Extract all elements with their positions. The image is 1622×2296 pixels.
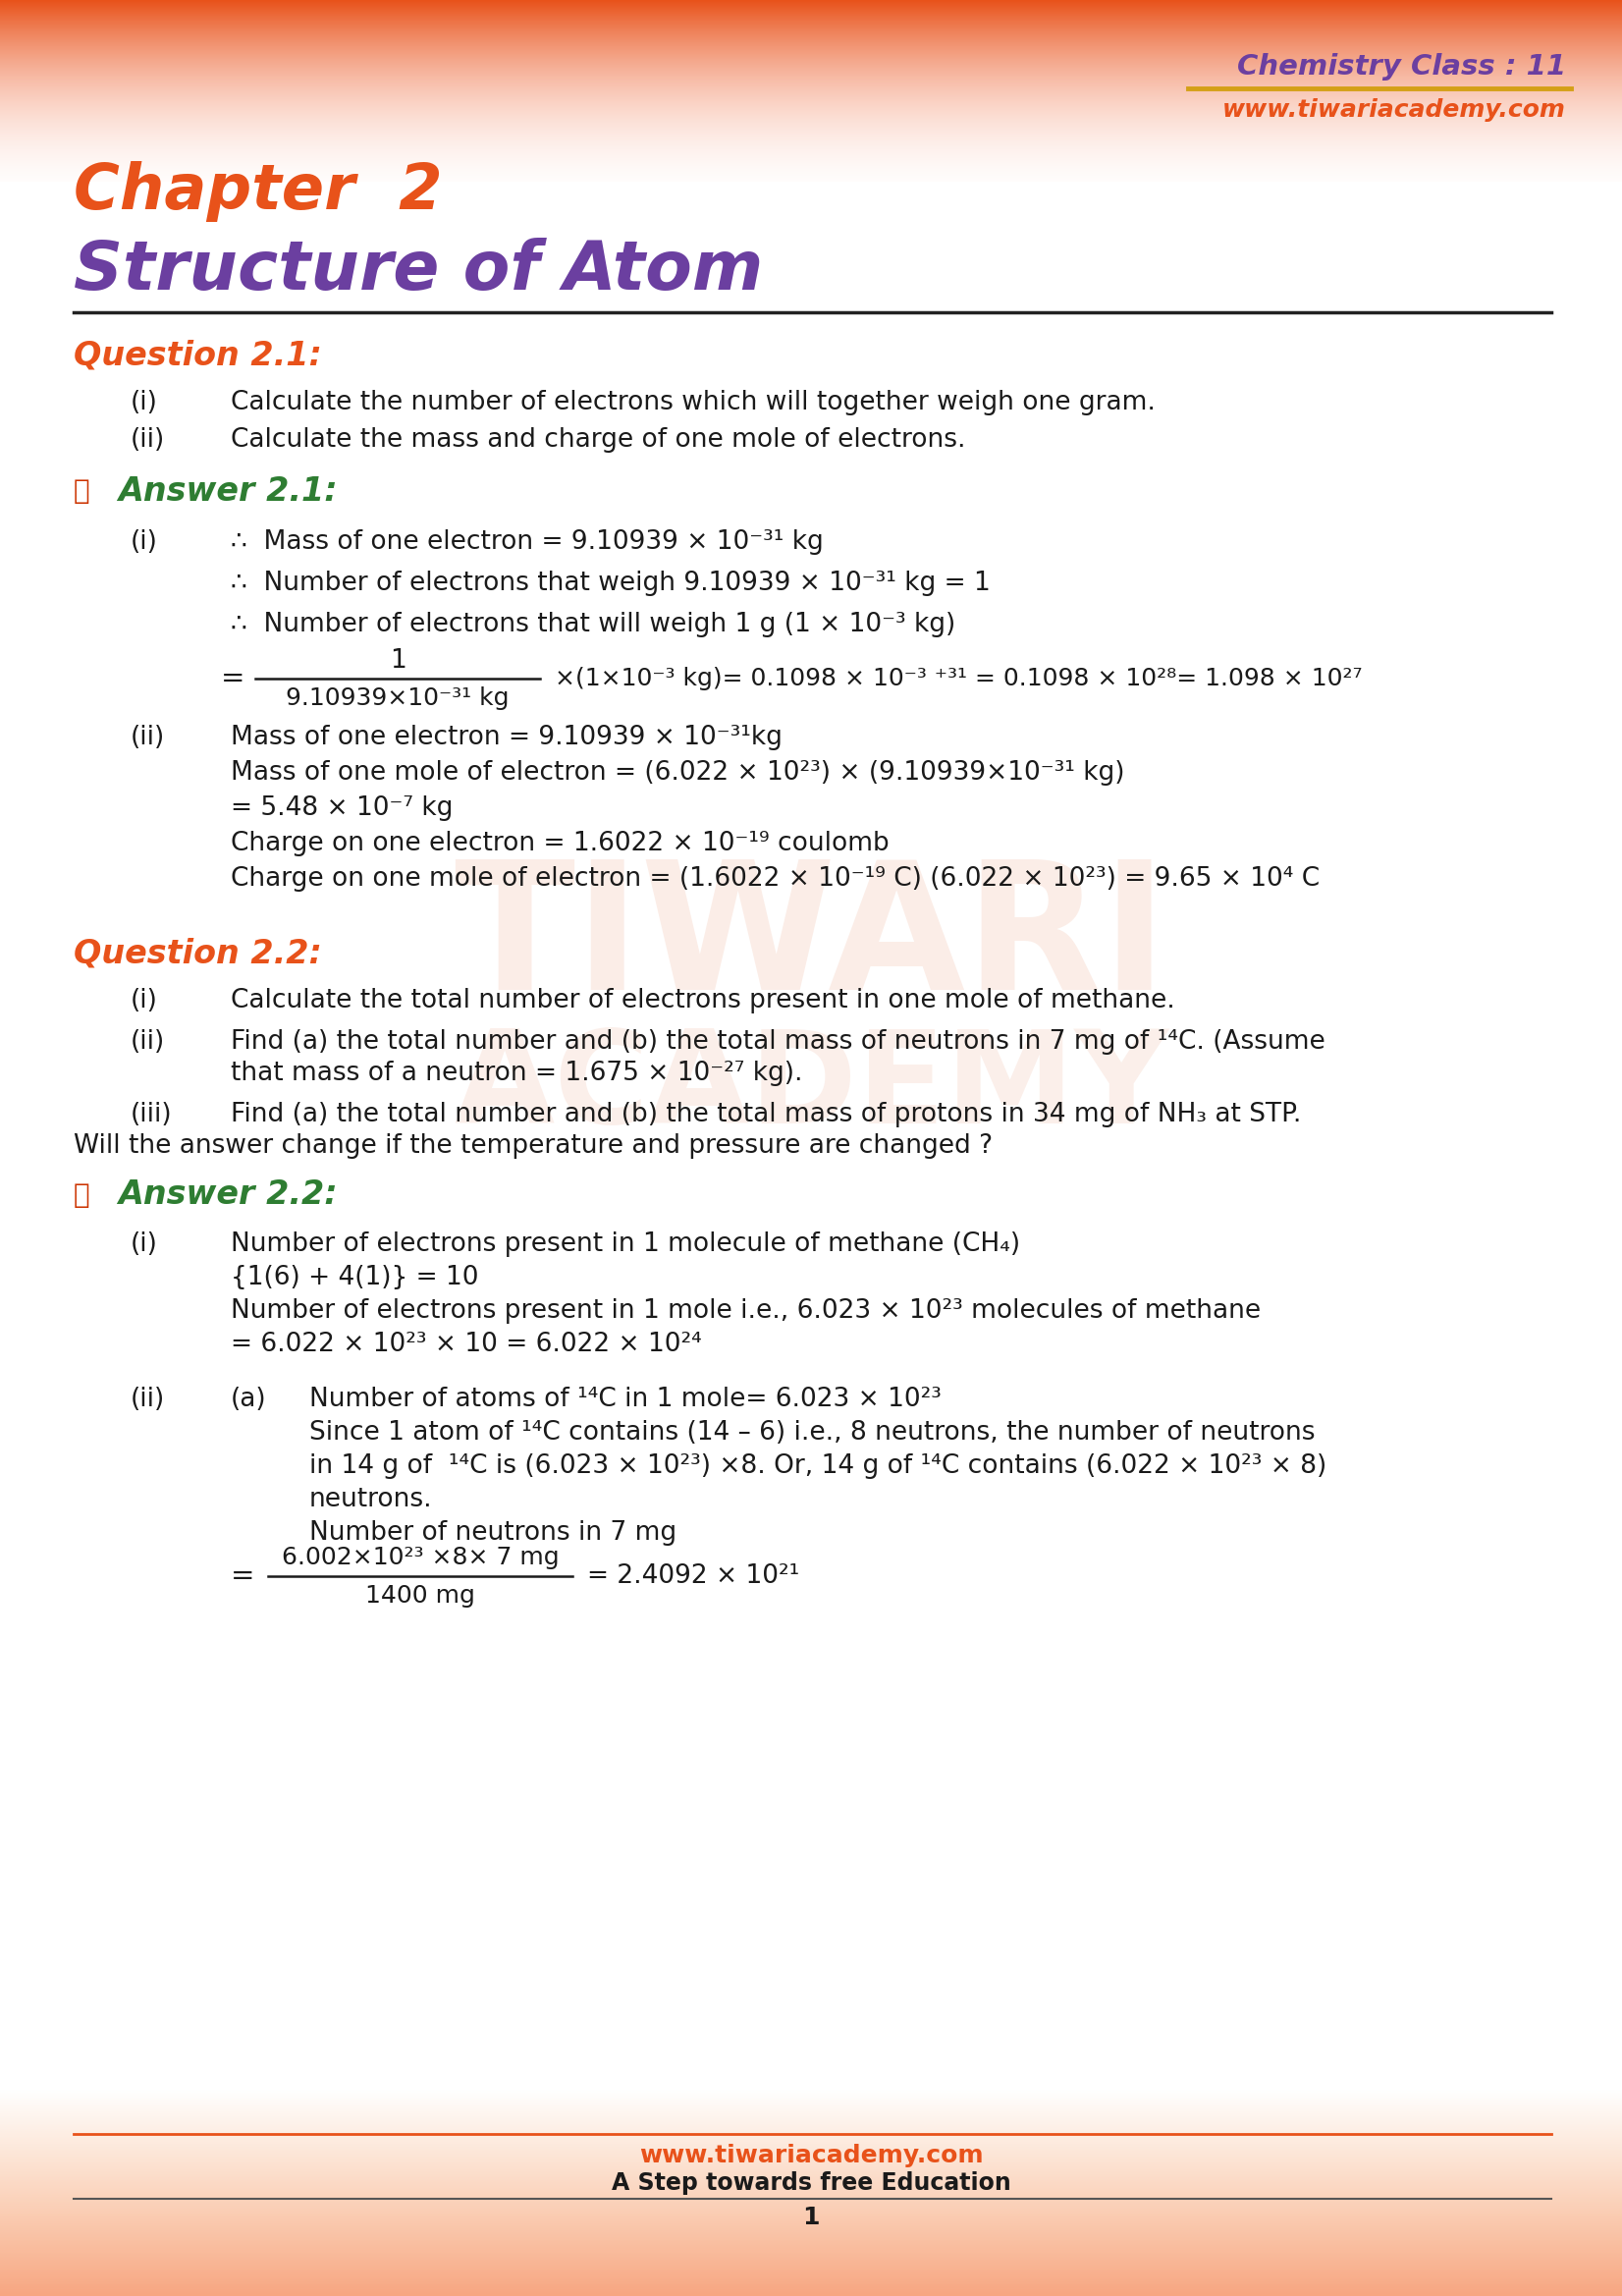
Text: (i): (i) bbox=[131, 390, 157, 416]
Text: Chemistry Class : 11: Chemistry Class : 11 bbox=[1238, 53, 1565, 80]
Text: that mass of a neutron = 1.675 × 10⁻²⁷ kg).: that mass of a neutron = 1.675 × 10⁻²⁷ k… bbox=[230, 1061, 803, 1086]
Text: = 5.48 × 10⁻⁷ kg: = 5.48 × 10⁻⁷ kg bbox=[230, 794, 453, 822]
Text: Calculate the mass and charge of one mole of electrons.: Calculate the mass and charge of one mol… bbox=[230, 427, 965, 452]
Text: ∴  Number of electrons that will weigh 1 g (1 × 10⁻³ kg): ∴ Number of electrons that will weigh 1 … bbox=[230, 611, 955, 638]
Text: Since 1 atom of ¹⁴C contains (14 – 6) i.e., 8 neutrons, the number of neutrons: Since 1 atom of ¹⁴C contains (14 – 6) i.… bbox=[310, 1419, 1315, 1446]
Text: Mass of one mole of electron = (6.022 × 10²³) × (9.10939×10⁻³¹ kg): Mass of one mole of electron = (6.022 × … bbox=[230, 760, 1124, 785]
Text: Find (a) the total number and (b) the total mass of neutrons in 7 mg of ¹⁴C. (As: Find (a) the total number and (b) the to… bbox=[230, 1029, 1325, 1054]
Text: 6.002×10²³ ×8× 7 mg: 6.002×10²³ ×8× 7 mg bbox=[282, 1545, 560, 1568]
Text: {1(6) + 4(1)} = 10: {1(6) + 4(1)} = 10 bbox=[230, 1265, 478, 1290]
Text: Answer 2.1:: Answer 2.1: bbox=[118, 475, 337, 507]
Text: (i): (i) bbox=[131, 1231, 157, 1256]
Text: Charge on one electron = 1.6022 × 10⁻¹⁹ coulomb: Charge on one electron = 1.6022 × 10⁻¹⁹ … bbox=[230, 831, 889, 856]
Text: www.tiwariacademy.com: www.tiwariacademy.com bbox=[1223, 99, 1565, 122]
Text: (i): (i) bbox=[131, 530, 157, 556]
Text: (a): (a) bbox=[230, 1387, 266, 1412]
Text: ACADEMY: ACADEMY bbox=[454, 1026, 1168, 1150]
Text: =: = bbox=[230, 1561, 255, 1589]
Text: (iii): (iii) bbox=[131, 1102, 172, 1127]
Text: = 2.4092 × 10²¹: = 2.4092 × 10²¹ bbox=[587, 1564, 800, 1589]
Text: = 6.022 × 10²³ × 10 = 6.022 × 10²⁴: = 6.022 × 10²³ × 10 = 6.022 × 10²⁴ bbox=[230, 1332, 702, 1357]
Text: ∴  Number of electrons that weigh 9.10939 × 10⁻³¹ kg = 1: ∴ Number of electrons that weigh 9.10939… bbox=[230, 572, 991, 597]
Text: ∴  Mass of one electron = 9.10939 × 10⁻³¹ kg: ∴ Mass of one electron = 9.10939 × 10⁻³¹… bbox=[230, 530, 824, 556]
Text: (ii): (ii) bbox=[131, 1029, 165, 1054]
Text: (i): (i) bbox=[131, 987, 157, 1013]
Text: Calculate the number of electrons which will together weigh one gram.: Calculate the number of electrons which … bbox=[230, 390, 1155, 416]
Text: ×(1×10⁻³ kg)= 0.1098 × 10⁻³ ⁺³¹ = 0.1098 × 10²⁸= 1.098 × 10²⁷: ×(1×10⁻³ kg)= 0.1098 × 10⁻³ ⁺³¹ = 0.1098… bbox=[555, 666, 1362, 691]
Text: A Step towards free Education: A Step towards free Education bbox=[611, 2172, 1011, 2195]
Text: (ii): (ii) bbox=[131, 726, 165, 751]
Text: 9.10939×10⁻³¹ kg: 9.10939×10⁻³¹ kg bbox=[285, 687, 509, 709]
Text: (ii): (ii) bbox=[131, 427, 165, 452]
Text: Number of electrons present in 1 molecule of methane (CH₄): Number of electrons present in 1 molecul… bbox=[230, 1231, 1020, 1256]
Text: Question 2.2:: Question 2.2: bbox=[73, 937, 321, 969]
Text: neutrons.: neutrons. bbox=[310, 1488, 433, 1513]
Text: Question 2.1:: Question 2.1: bbox=[73, 340, 321, 372]
Text: 📝: 📝 bbox=[73, 1182, 89, 1210]
Text: Answer 2.2:: Answer 2.2: bbox=[118, 1178, 337, 1212]
Text: 📝: 📝 bbox=[73, 478, 89, 505]
Text: Number of electrons present in 1 mole i.e., 6.023 × 10²³ molecules of methane: Number of electrons present in 1 mole i.… bbox=[230, 1297, 1260, 1325]
Text: Will the answer change if the temperature and pressure are changed ?: Will the answer change if the temperatur… bbox=[73, 1134, 993, 1159]
Text: Chapter  2: Chapter 2 bbox=[73, 161, 443, 223]
Text: 1400 mg: 1400 mg bbox=[365, 1584, 475, 1607]
Text: Find (a) the total number and (b) the total mass of protons in 34 mg of NH₃ at S: Find (a) the total number and (b) the to… bbox=[230, 1102, 1301, 1127]
Text: =: = bbox=[221, 666, 245, 693]
Text: www.tiwariacademy.com: www.tiwariacademy.com bbox=[639, 2144, 983, 2167]
Text: Structure of Atom: Structure of Atom bbox=[73, 236, 762, 303]
Text: Mass of one electron = 9.10939 × 10⁻³¹kg: Mass of one electron = 9.10939 × 10⁻³¹kg bbox=[230, 726, 782, 751]
Text: Charge on one mole of electron = (1.6022 × 10⁻¹⁹ C) (6.022 × 10²³) = 9.65 × 10⁴ : Charge on one mole of electron = (1.6022… bbox=[230, 866, 1320, 891]
Text: (ii): (ii) bbox=[131, 1387, 165, 1412]
Text: 1: 1 bbox=[389, 647, 406, 673]
Text: Number of neutrons in 7 mg: Number of neutrons in 7 mg bbox=[310, 1520, 676, 1545]
Text: in 14 g of  ¹⁴C is (6.023 × 10²³) ×8. Or, 14 g of ¹⁴C contains (6.022 × 10²³ × 8: in 14 g of ¹⁴C is (6.023 × 10²³) ×8. Or,… bbox=[310, 1453, 1327, 1479]
Text: Number of atoms of ¹⁴C in 1 mole= 6.023 × 10²³: Number of atoms of ¹⁴C in 1 mole= 6.023 … bbox=[310, 1387, 941, 1412]
Text: Calculate the total number of electrons present in one mole of methane.: Calculate the total number of electrons … bbox=[230, 987, 1174, 1013]
Text: TIWARI: TIWARI bbox=[454, 854, 1168, 1026]
Text: 1: 1 bbox=[803, 2206, 819, 2229]
